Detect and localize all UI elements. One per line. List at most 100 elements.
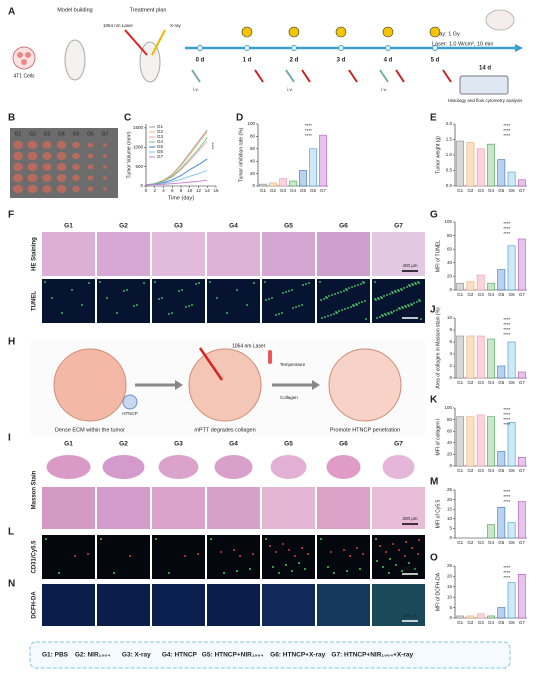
bar <box>476 148 485 187</box>
tunel-signal <box>324 316 326 318</box>
legend-box <box>29 641 511 669</box>
masson-zoom <box>372 487 425 529</box>
tunel-signal <box>361 301 363 303</box>
tunel-signal <box>44 281 46 283</box>
bar <box>487 282 495 291</box>
tunel-signal <box>285 291 287 293</box>
tunel-signal <box>246 304 248 306</box>
significance: **** <box>503 226 510 231</box>
tunel-signal <box>347 307 349 309</box>
x-tick-label: G5 <box>498 292 505 297</box>
tunel-signal <box>268 298 270 300</box>
panel-letter: E <box>430 113 437 124</box>
tunel-signal <box>340 291 342 293</box>
tumor <box>27 184 38 194</box>
tunel-signal <box>265 299 267 301</box>
bar <box>476 274 485 291</box>
tunel-signal <box>335 311 337 313</box>
tunel-signal <box>386 294 388 296</box>
x-tick-label: G4 <box>290 188 297 193</box>
label: 4T1 Cells <box>13 73 35 79</box>
y-tick-label: 500 <box>135 164 143 169</box>
x-tick-label: G4 <box>488 380 495 385</box>
radiation-icon <box>335 26 347 38</box>
y-tick-label: 2 <box>449 363 452 368</box>
group-label: G5 <box>284 223 293 230</box>
y-axis-label: Tumor weight (g) <box>435 136 441 174</box>
tunel-signal <box>400 288 402 290</box>
significance: **** <box>503 575 510 580</box>
significance: **** <box>503 499 510 504</box>
tunel-signal <box>414 282 416 284</box>
tunel-signal <box>143 282 145 284</box>
significance: **** <box>503 221 510 226</box>
tunel-signal <box>376 317 378 319</box>
cd31-image <box>317 535 370 579</box>
y-tick-label: 0.5 <box>446 168 453 173</box>
he-image <box>42 232 95 276</box>
tunel-signal <box>209 281 211 283</box>
panel-letter: K <box>430 395 438 406</box>
panel-letter: J <box>430 305 436 316</box>
series-line <box>145 131 208 186</box>
y-tick-label: 100 <box>444 405 452 410</box>
day-label: 1 d <box>243 58 252 64</box>
tunel-signal <box>391 291 393 293</box>
series-line <box>145 179 208 186</box>
x-axis-label: Time (day) <box>168 195 194 201</box>
masson-slice <box>382 455 415 479</box>
tumor <box>27 151 38 161</box>
group-label: G4 <box>229 223 238 230</box>
tunel-signal <box>278 313 280 315</box>
significance: **** <box>503 412 510 417</box>
masson-zoom <box>97 487 150 529</box>
legend-label: G2 <box>157 129 164 134</box>
y-axis-label: Tumor Volume (mm³) <box>126 131 132 178</box>
tunel-signal <box>323 298 325 300</box>
tunel-image <box>152 279 205 323</box>
laser-beam <box>124 29 148 56</box>
tunel-signal <box>308 282 310 284</box>
tunel-signal <box>362 281 364 283</box>
bar <box>517 238 526 291</box>
bar <box>497 269 506 291</box>
tunel-signal <box>379 316 381 318</box>
tunel-signal <box>404 305 406 307</box>
row-label: DCFH-DA <box>32 591 38 619</box>
tunel-signal <box>328 295 330 297</box>
y-tick-label: 5 <box>449 526 452 531</box>
tunel-signal <box>365 318 367 320</box>
masson-slice <box>46 455 91 479</box>
label: 14 d <box>479 66 491 72</box>
bar <box>487 143 495 187</box>
thermometer <box>268 350 272 364</box>
tunel-signal <box>380 296 382 298</box>
y-tick-label: 0 <box>252 183 255 188</box>
tunel-signal <box>383 295 385 297</box>
tunel-signal <box>185 306 187 308</box>
he-image <box>372 232 425 276</box>
tumor <box>87 175 94 181</box>
tunel-signal <box>253 282 255 284</box>
bar <box>507 341 516 379</box>
label: HTNCP <box>122 411 138 416</box>
cy55-signal <box>404 555 406 557</box>
bar <box>517 371 526 379</box>
panel-letter: C <box>124 113 131 124</box>
tunel-signal <box>408 284 410 286</box>
cell <box>17 52 23 58</box>
cy55-signal <box>285 564 287 566</box>
tunel-signal <box>123 290 125 292</box>
y-tick-label: 20 <box>447 452 453 457</box>
bar <box>309 148 317 187</box>
cy55-signal <box>249 568 251 570</box>
tunel-signal <box>417 281 419 283</box>
masson-slice <box>270 455 307 479</box>
x-tick-label: G2 <box>467 540 474 545</box>
tunel-signal <box>178 290 180 292</box>
cy55-signal <box>304 568 306 570</box>
radiation-icon <box>382 26 394 38</box>
label: Histology and flow cytometry analysis <box>448 98 524 103</box>
tunel-signal <box>136 304 138 306</box>
legend-label: G4 <box>157 139 164 144</box>
